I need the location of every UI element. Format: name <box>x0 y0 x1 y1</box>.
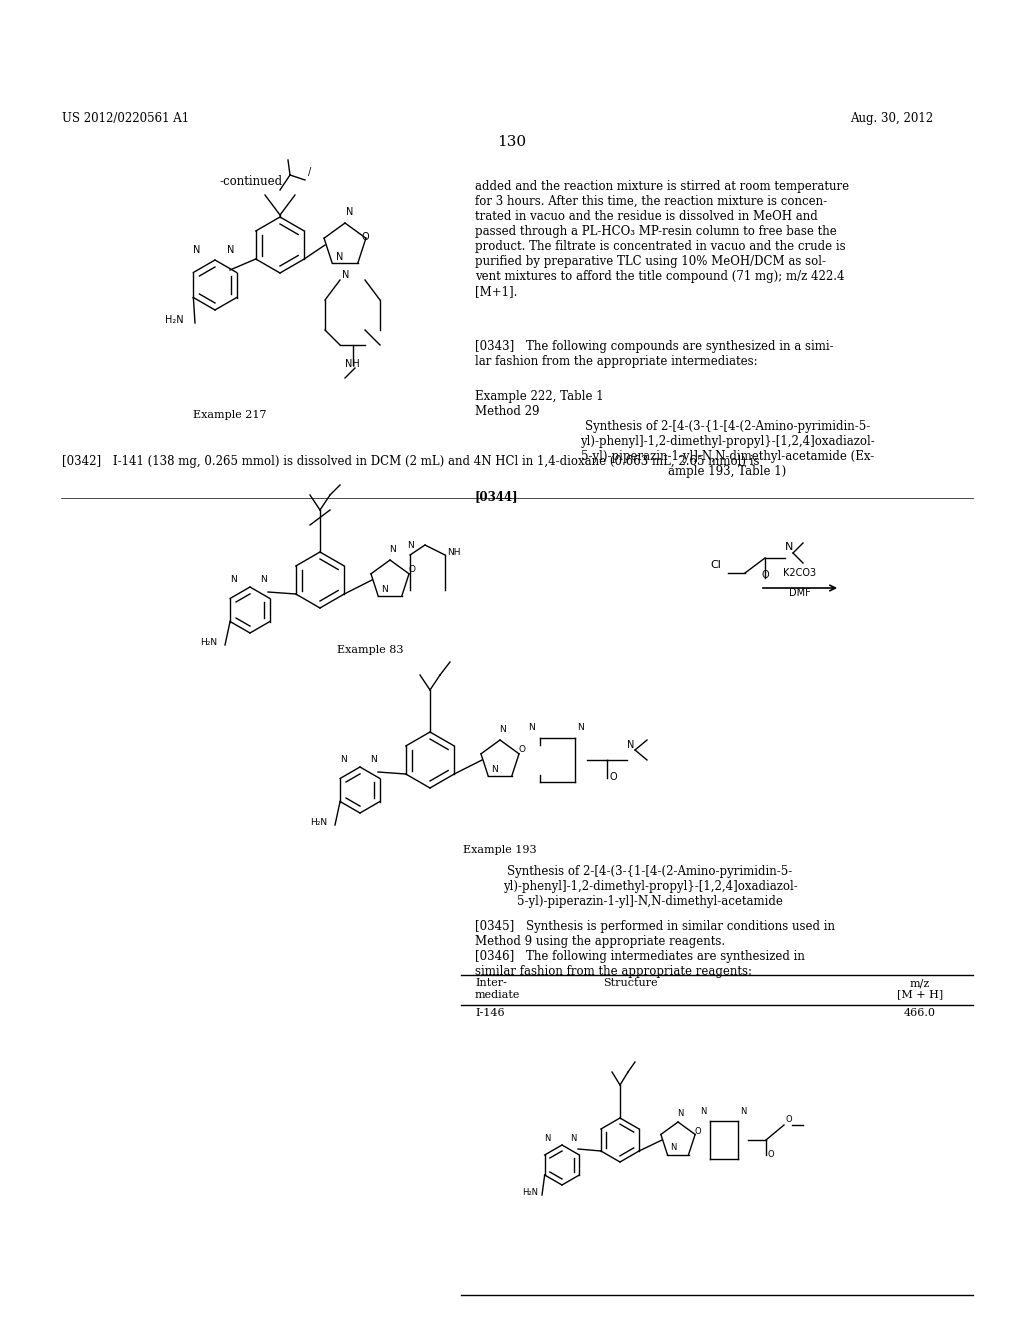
Text: O: O <box>694 1127 701 1137</box>
Text: Example 217: Example 217 <box>194 411 266 420</box>
Text: O: O <box>409 565 416 574</box>
Text: N: N <box>740 1107 746 1115</box>
Text: H₂N: H₂N <box>200 638 217 647</box>
Text: N: N <box>193 246 201 255</box>
Text: N: N <box>577 723 584 733</box>
Text: 466.0: 466.0 <box>904 1008 936 1018</box>
Text: Example 222, Table 1
Method 29: Example 222, Table 1 Method 29 <box>475 389 603 418</box>
Text: DMF: DMF <box>790 587 811 598</box>
Text: [0344]: [0344] <box>475 490 518 503</box>
Text: Structure: Structure <box>603 978 657 987</box>
Text: N: N <box>670 1143 676 1152</box>
Text: N: N <box>407 541 414 550</box>
Text: Inter-
mediate: Inter- mediate <box>475 978 520 999</box>
Text: O: O <box>786 1115 793 1125</box>
Text: N: N <box>340 755 347 764</box>
Text: N: N <box>336 252 344 261</box>
Text: [0345] Synthesis is performed in similar conditions used in
Method 9 using the a: [0345] Synthesis is performed in similar… <box>475 920 835 948</box>
Text: Synthesis of 2-[4-(3-{1-[4-(2-Amino-pyrimidin-5-
yl)-phenyl]-1,2-dimethyl-propyl: Synthesis of 2-[4-(3-{1-[4-(2-Amino-pyri… <box>581 420 874 478</box>
Text: N: N <box>227 246 234 255</box>
Text: US 2012/0220561 A1: US 2012/0220561 A1 <box>62 112 189 125</box>
Text: N: N <box>389 545 396 554</box>
Text: Example 83: Example 83 <box>337 645 403 655</box>
Text: N: N <box>570 1134 577 1143</box>
Text: [0343] The following compounds are synthesized in a simi-
lar fashion from the a: [0343] The following compounds are synth… <box>475 341 834 368</box>
Text: Synthesis of 2-[4-(3-{1-[4-(2-Amino-pyrimidin-5-
yl)-phenyl]-1,2-dimethyl-propyl: Synthesis of 2-[4-(3-{1-[4-(2-Amino-pyri… <box>503 865 798 908</box>
Text: O: O <box>768 1150 774 1159</box>
Text: NH: NH <box>447 548 461 557</box>
Text: N: N <box>528 723 535 733</box>
Text: N: N <box>370 755 377 764</box>
Text: -continued: -continued <box>220 176 283 187</box>
Text: H₂N: H₂N <box>165 315 183 325</box>
Text: N: N <box>342 271 349 280</box>
Text: N: N <box>700 1107 707 1115</box>
Text: 130: 130 <box>498 135 526 149</box>
Text: O: O <box>518 744 525 754</box>
Text: Example 193: Example 193 <box>463 845 537 855</box>
Text: K2CO3: K2CO3 <box>783 568 816 578</box>
Text: O: O <box>361 232 369 242</box>
Text: Aug. 30, 2012: Aug. 30, 2012 <box>850 112 933 125</box>
Text: [0342] I-141 (138 mg, 0.265 mmol) is dissolved in DCM (2 mL) and 4N HCl in 1,4-d: [0342] I-141 (138 mg, 0.265 mmol) is dis… <box>62 455 760 469</box>
Text: /: / <box>308 168 311 177</box>
Text: N: N <box>230 576 237 583</box>
Text: N: N <box>500 725 507 734</box>
Text: H₂N: H₂N <box>310 818 327 828</box>
Text: m/z
[M + H]: m/z [M + H] <box>897 978 943 999</box>
Text: N: N <box>382 585 388 594</box>
Text: N: N <box>677 1109 683 1118</box>
Text: N: N <box>627 741 635 750</box>
Text: Cl: Cl <box>710 560 721 570</box>
Text: [0346] The following intermediates are synthesized in
similar fashion from the a: [0346] The following intermediates are s… <box>475 950 805 978</box>
Text: I-146: I-146 <box>475 1008 505 1018</box>
Text: H₂N: H₂N <box>522 1188 538 1197</box>
Text: NH: NH <box>345 359 359 370</box>
Text: N: N <box>544 1134 550 1143</box>
Text: O: O <box>609 772 616 781</box>
Text: N: N <box>492 766 499 774</box>
Text: N: N <box>260 576 266 583</box>
Text: added and the reaction mixture is stirred at room temperature
for 3 hours. After: added and the reaction mixture is stirre… <box>475 180 849 298</box>
Text: N: N <box>346 207 353 216</box>
Text: N: N <box>785 543 794 552</box>
Text: O: O <box>762 570 770 579</box>
